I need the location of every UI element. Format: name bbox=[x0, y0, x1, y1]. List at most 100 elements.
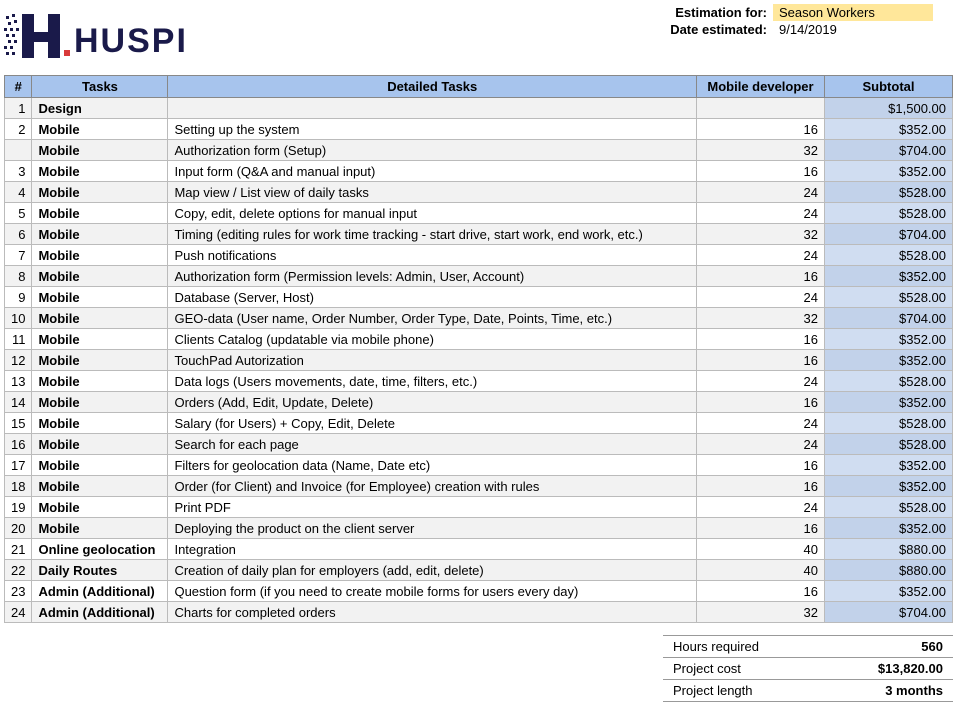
table-row: 18MobileOrder (for Client) and Invoice (… bbox=[5, 476, 953, 497]
row-detail: Copy, edit, delete options for manual in… bbox=[168, 203, 697, 224]
row-subtotal: $352.00 bbox=[825, 350, 953, 371]
row-detail: Order (for Client) and Invoice (for Empl… bbox=[168, 476, 697, 497]
date-estimated-value: 9/14/2019 bbox=[773, 21, 933, 38]
table-row: 3MobileInput form (Q&A and manual input)… bbox=[5, 161, 953, 182]
col-num: # bbox=[5, 76, 32, 98]
summary-key: Project cost bbox=[663, 658, 833, 680]
row-detail: Orders (Add, Edit, Update, Delete) bbox=[168, 392, 697, 413]
row-subtotal: $352.00 bbox=[825, 581, 953, 602]
row-task: Mobile bbox=[32, 140, 168, 161]
row-subtotal: $704.00 bbox=[825, 308, 953, 329]
row-detail: Database (Server, Host) bbox=[168, 287, 697, 308]
row-task: Mobile bbox=[32, 371, 168, 392]
table-row: 12MobileTouchPad Autorization16$352.00 bbox=[5, 350, 953, 371]
row-subtotal: $528.00 bbox=[825, 287, 953, 308]
row-detail: Authorization form (Setup) bbox=[168, 140, 697, 161]
table-row: 14MobileOrders (Add, Edit, Update, Delet… bbox=[5, 392, 953, 413]
row-task: Mobile bbox=[32, 476, 168, 497]
table-row: 21Online geolocationIntegration40$880.00 bbox=[5, 539, 953, 560]
row-task: Mobile bbox=[32, 392, 168, 413]
row-hours: 16 bbox=[697, 161, 825, 182]
row-detail: Creation of daily plan for employers (ad… bbox=[168, 560, 697, 581]
row-num: 3 bbox=[5, 161, 32, 182]
row-num: 5 bbox=[5, 203, 32, 224]
row-task: Mobile bbox=[32, 203, 168, 224]
row-num: 9 bbox=[5, 287, 32, 308]
row-subtotal: $352.00 bbox=[825, 476, 953, 497]
table-row: 6MobileTiming (editing rules for work ti… bbox=[5, 224, 953, 245]
row-hours bbox=[697, 98, 825, 119]
row-hours: 32 bbox=[697, 140, 825, 161]
row-hours: 24 bbox=[697, 497, 825, 518]
summary-value: $13,820.00 bbox=[833, 658, 953, 680]
row-hours: 24 bbox=[697, 245, 825, 266]
row-task: Mobile bbox=[32, 413, 168, 434]
header: HUSPI Estimation for: Season Workers Dat… bbox=[4, 4, 953, 69]
row-num: 1 bbox=[5, 98, 32, 119]
table-row: 16MobileSearch for each page24$528.00 bbox=[5, 434, 953, 455]
row-hours: 32 bbox=[697, 224, 825, 245]
row-num: 17 bbox=[5, 455, 32, 476]
row-hours: 16 bbox=[697, 476, 825, 497]
row-detail: GEO-data (User name, Order Number, Order… bbox=[168, 308, 697, 329]
row-subtotal: $352.00 bbox=[825, 119, 953, 140]
table-row: 1Design$1,500.00 bbox=[5, 98, 953, 119]
row-num: 13 bbox=[5, 371, 32, 392]
table-row: 7MobilePush notifications24$528.00 bbox=[5, 245, 953, 266]
row-detail: Salary (for Users) + Copy, Edit, Delete bbox=[168, 413, 697, 434]
row-subtotal: $1,500.00 bbox=[825, 98, 953, 119]
table-row: 24Admin (Additional)Charts for completed… bbox=[5, 602, 953, 623]
row-task: Mobile bbox=[32, 266, 168, 287]
row-task: Mobile bbox=[32, 245, 168, 266]
row-task: Mobile bbox=[32, 497, 168, 518]
table-row: 23Admin (Additional)Question form (if yo… bbox=[5, 581, 953, 602]
table-row: 10MobileGEO-data (User name, Order Numbe… bbox=[5, 308, 953, 329]
row-num: 19 bbox=[5, 497, 32, 518]
row-num: 16 bbox=[5, 434, 32, 455]
row-hours: 16 bbox=[697, 266, 825, 287]
summary-key: Hours required bbox=[663, 636, 833, 658]
row-task: Daily Routes bbox=[32, 560, 168, 581]
row-num: 15 bbox=[5, 413, 32, 434]
row-subtotal: $704.00 bbox=[825, 140, 953, 161]
row-detail: Search for each page bbox=[168, 434, 697, 455]
estimation-table: # Tasks Detailed Tasks Mobile developer … bbox=[4, 75, 953, 623]
row-detail: Input form (Q&A and manual input) bbox=[168, 161, 697, 182]
estimation-for-value: Season Workers bbox=[773, 4, 933, 21]
row-hours: 24 bbox=[697, 413, 825, 434]
row-num: 18 bbox=[5, 476, 32, 497]
estimation-for-label: Estimation for: bbox=[664, 4, 773, 21]
row-num: 21 bbox=[5, 539, 32, 560]
row-num: 6 bbox=[5, 224, 32, 245]
row-task: Online geolocation bbox=[32, 539, 168, 560]
row-hours: 24 bbox=[697, 287, 825, 308]
table-row: 15MobileSalary (for Users) + Copy, Edit,… bbox=[5, 413, 953, 434]
row-hours: 16 bbox=[697, 350, 825, 371]
summary-value: 560 bbox=[833, 636, 953, 658]
row-num: 20 bbox=[5, 518, 32, 539]
summary-key: Project length bbox=[663, 680, 833, 702]
row-task: Mobile bbox=[32, 329, 168, 350]
row-task: Admin (Additional) bbox=[32, 602, 168, 623]
row-subtotal: $352.00 bbox=[825, 266, 953, 287]
row-num: 23 bbox=[5, 581, 32, 602]
row-task: Mobile bbox=[32, 434, 168, 455]
logo: HUSPI bbox=[4, 4, 204, 69]
table-row: MobileAuthorization form (Setup)32$704.0… bbox=[5, 140, 953, 161]
row-task: Mobile bbox=[32, 350, 168, 371]
table-row: 9MobileDatabase (Server, Host)24$528.00 bbox=[5, 287, 953, 308]
summary-row: Project length3 months bbox=[663, 680, 953, 702]
row-subtotal: $352.00 bbox=[825, 161, 953, 182]
row-detail: Clients Catalog (updatable via mobile ph… bbox=[168, 329, 697, 350]
row-hours: 32 bbox=[697, 308, 825, 329]
row-task: Admin (Additional) bbox=[32, 581, 168, 602]
row-hours: 24 bbox=[697, 203, 825, 224]
row-hours: 16 bbox=[697, 455, 825, 476]
row-detail: Integration bbox=[168, 539, 697, 560]
row-num: 12 bbox=[5, 350, 32, 371]
row-hours: 16 bbox=[697, 518, 825, 539]
row-num: 10 bbox=[5, 308, 32, 329]
date-estimated-label: Date estimated: bbox=[664, 21, 773, 38]
row-detail: Filters for geolocation data (Name, Date… bbox=[168, 455, 697, 476]
row-num: 7 bbox=[5, 245, 32, 266]
